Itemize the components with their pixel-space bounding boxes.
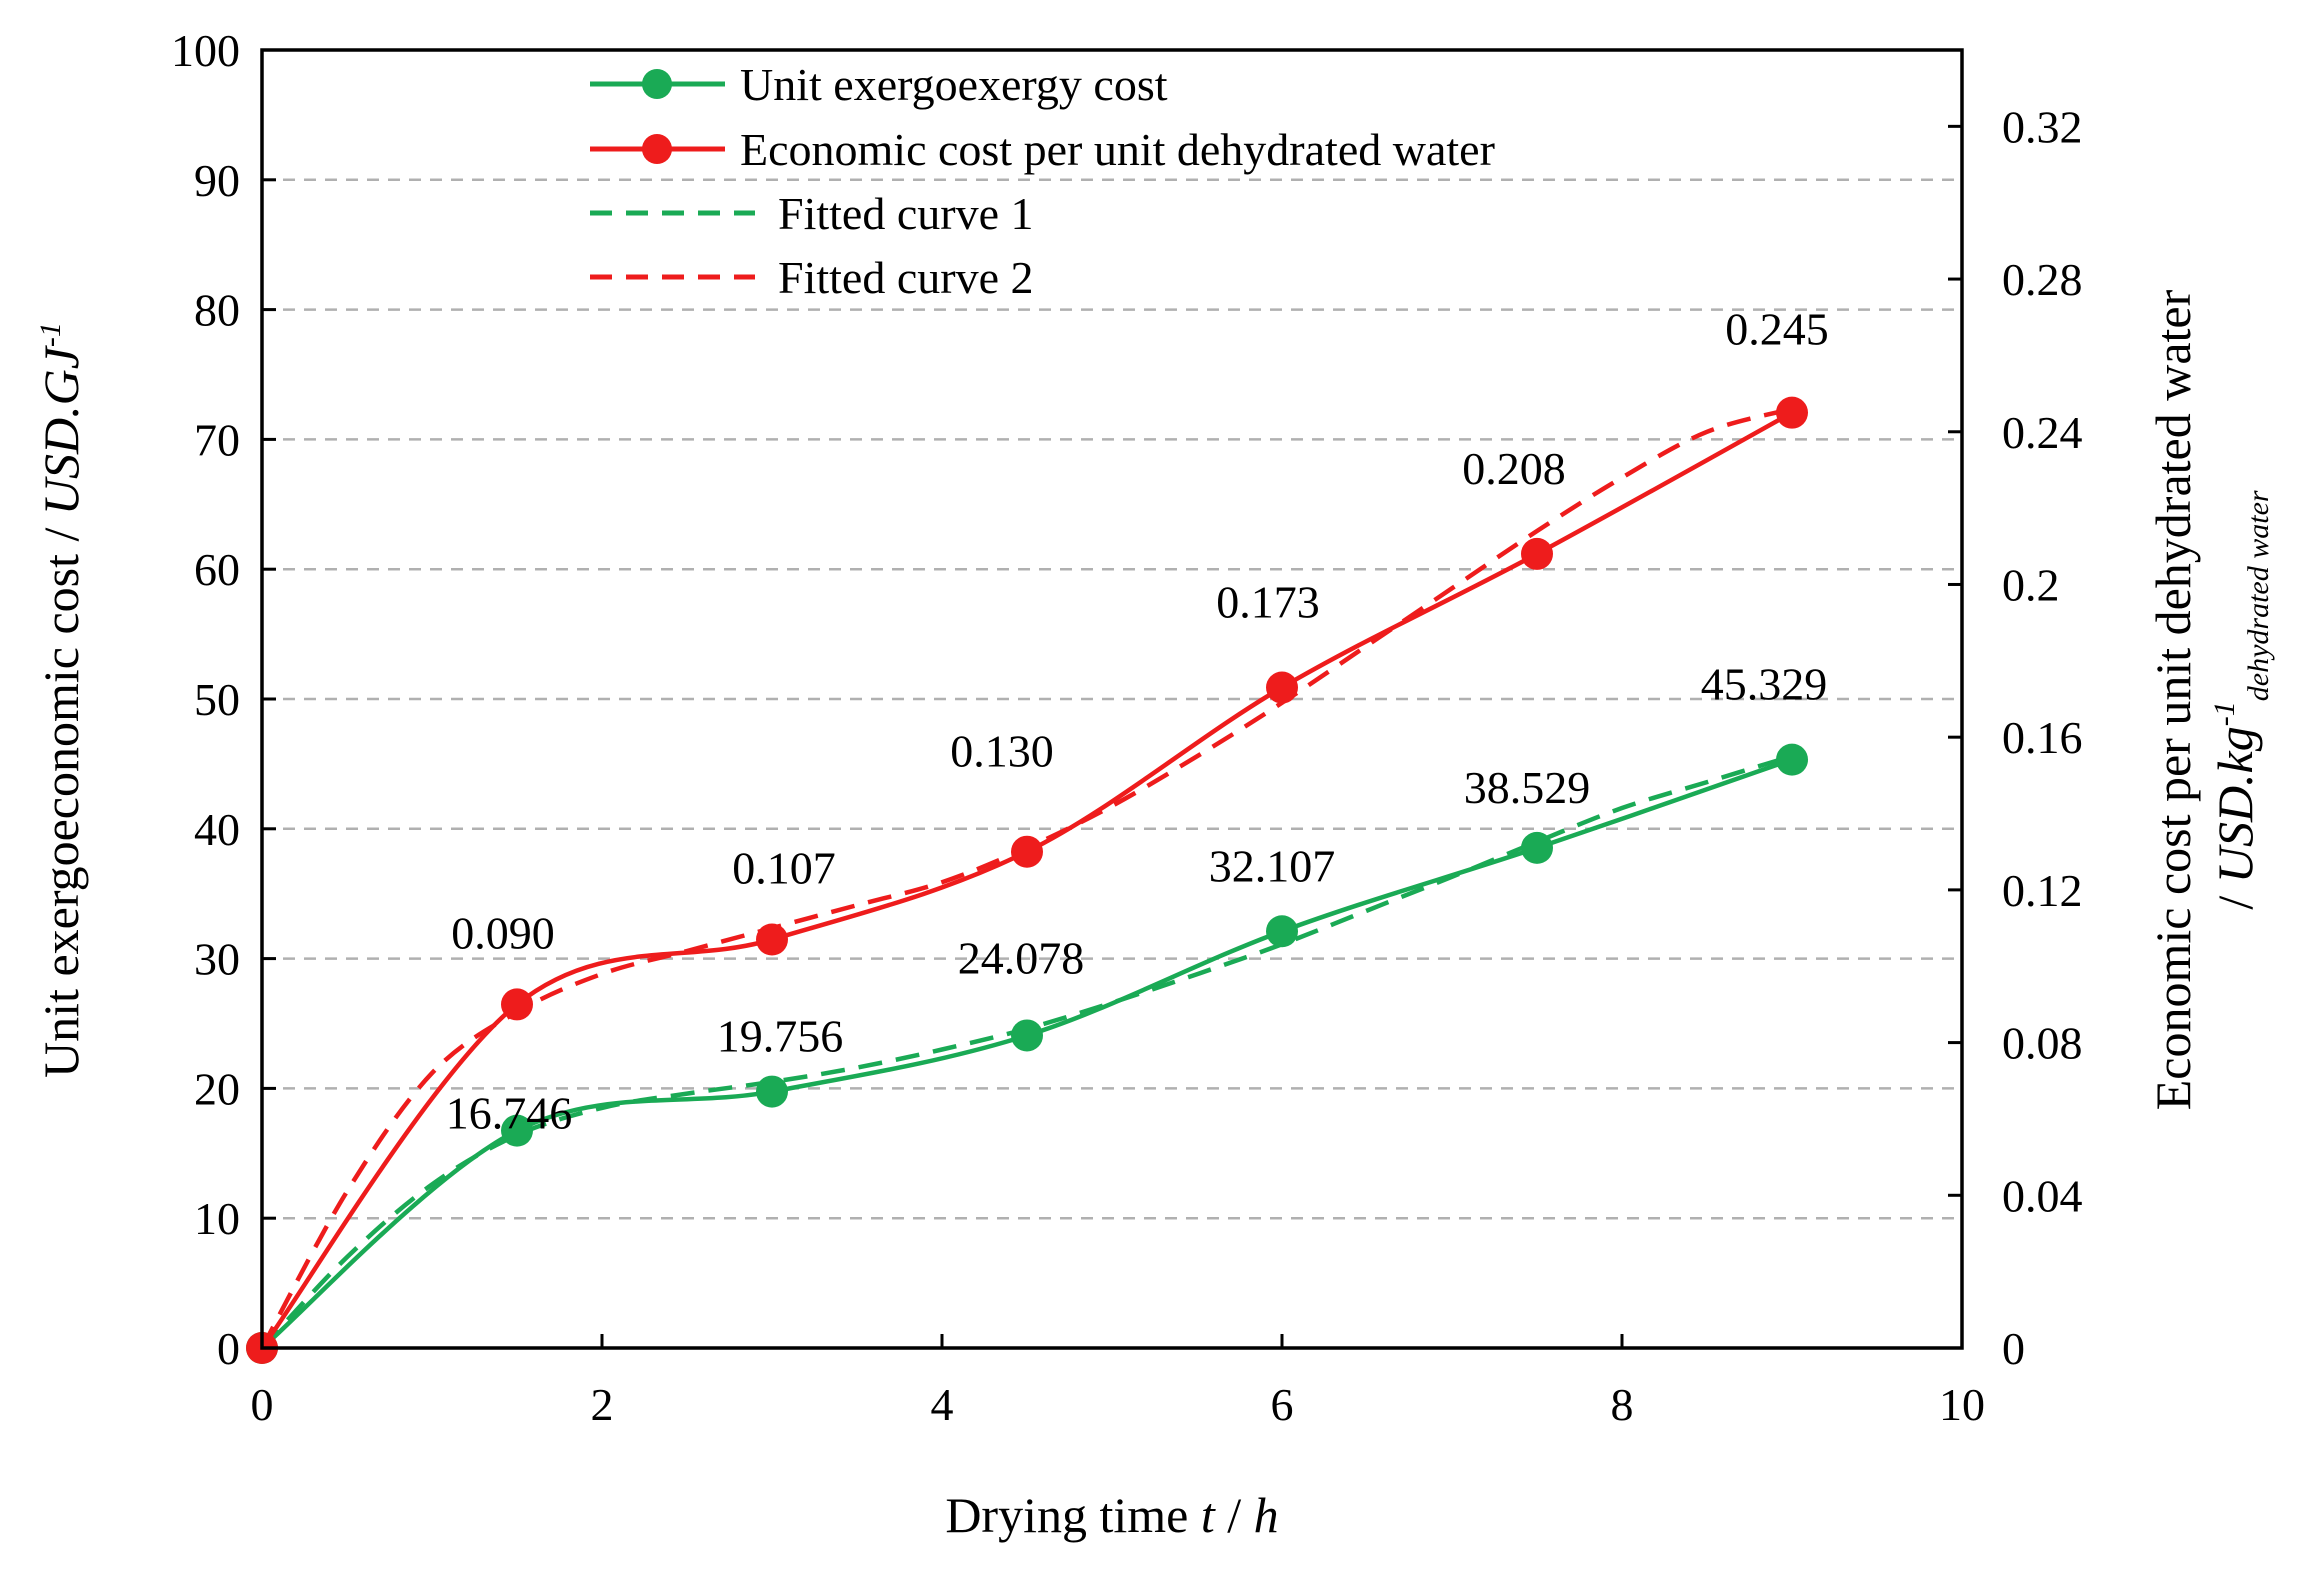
data-point-series-2 xyxy=(501,988,533,1021)
y-right-axis-title-line1: Economic cost per unit dehydrated water xyxy=(2145,289,2201,1110)
legend-label-series-2: Economic cost per unit dehydrated water xyxy=(740,124,1495,175)
legend-label-series-1: Unit exergoexergy cost xyxy=(740,59,1168,110)
data-point-series-1 xyxy=(1011,1019,1043,1052)
y-right-tick-label: 0 xyxy=(2002,1323,2025,1374)
data-point-series-1 xyxy=(756,1075,788,1108)
data-label-series-1: 24.078 xyxy=(958,932,1085,983)
data-point-series-1 xyxy=(1521,831,1553,864)
data-label-series-2: 0.208 xyxy=(1462,443,1566,494)
y-left-tick-label: 90 xyxy=(194,155,240,206)
legend-marker-green xyxy=(642,69,672,99)
data-label-series-2: 0.245 xyxy=(1725,304,1829,355)
y-right-tick-label: 0.24 xyxy=(2002,407,2083,458)
x-tick-label: 2 xyxy=(591,1379,614,1430)
y-right-tick-label: 0.2 xyxy=(2002,559,2060,610)
x-tick-label: 0 xyxy=(251,1379,274,1430)
data-point-series-1 xyxy=(1266,915,1298,948)
data-label-series-2: 0.173 xyxy=(1216,577,1320,628)
legend-item-unit-exergy-cost: Unit exergoexergy cost xyxy=(590,59,1168,110)
legend: Unit exergoexergy cost Economic cost per… xyxy=(590,59,1495,303)
ticks-layer: 010203040506070809010000.040.080.120.160… xyxy=(171,25,2083,1430)
y-left-tick-label: 0 xyxy=(217,1323,240,1374)
y-left-tick-label: 100 xyxy=(171,25,240,76)
grid-layer xyxy=(262,178,1962,1220)
legend-item-fitted-2: Fitted curve 2 xyxy=(590,252,1034,303)
y-left-tick-label: 10 xyxy=(194,1193,240,1244)
y-left-tick-label: 70 xyxy=(194,414,240,465)
data-point-series-1 xyxy=(1776,743,1808,776)
data-point-series-2 xyxy=(756,923,788,956)
data-label-series-2: 0.090 xyxy=(451,907,555,958)
y-right-tick-label: 0.08 xyxy=(2002,1018,2083,1069)
x-tick-label: 10 xyxy=(1939,1379,1985,1430)
data-point-series-2 xyxy=(1011,835,1043,868)
x-tick-label: 8 xyxy=(1611,1379,1634,1430)
y-right-tick-label: 0.32 xyxy=(2002,101,2083,152)
y-left-tick-label: 30 xyxy=(194,934,240,985)
series-line-2 xyxy=(260,410,1794,1350)
y-left-axis-title: Unit exergoeconomic cost / USD.GJ-1 xyxy=(33,322,89,1078)
data-label-series-2: 0.130 xyxy=(950,726,1054,777)
x-tick-label: 4 xyxy=(931,1379,954,1430)
y-right-tick-label: 0.04 xyxy=(2002,1170,2083,1221)
data-point-series-2 xyxy=(1266,671,1298,704)
data-label-series-2: 0.107 xyxy=(732,843,836,894)
data-labels-layer: 16.746 19.756 24.078 32.107 38.529 45.329 0.09… xyxy=(446,304,1829,1139)
data-label-series-1: 19.756 xyxy=(717,1011,844,1062)
y-left-tick-label: 20 xyxy=(194,1063,240,1114)
y-left-tick-label: 80 xyxy=(194,285,240,336)
legend-label-series-4: Fitted curve 2 xyxy=(778,252,1034,303)
data-point-series-2 xyxy=(1776,396,1808,429)
y-right-axis-title-line2: / USD.kg-1dehydrated water xyxy=(2207,490,2275,909)
x-axis-title: Drying time t / h xyxy=(945,1487,1278,1543)
data-label-series-1: 38.529 xyxy=(1464,762,1591,813)
y-right-tick-label: 0.12 xyxy=(2002,865,2083,916)
y-right-tick-label: 0.16 xyxy=(2002,712,2083,763)
legend-marker-red xyxy=(642,134,672,164)
legend-item-fitted-1: Fitted curve 1 xyxy=(590,188,1034,239)
data-label-series-1: 16.746 xyxy=(446,1088,573,1139)
data-label-series-1: 32.107 xyxy=(1209,840,1336,891)
series-line-4 xyxy=(260,406,1793,1350)
x-tick-label: 6 xyxy=(1271,1379,1294,1430)
data-point-series-2 xyxy=(1521,537,1553,570)
y-left-tick-label: 50 xyxy=(194,674,240,725)
y-left-tick-label: 40 xyxy=(194,804,240,855)
y-left-tick-label: 60 xyxy=(194,544,240,595)
data-label-series-1: 45.329 xyxy=(1701,659,1828,710)
legend-item-economic-cost: Economic cost per unit dehydrated water xyxy=(590,124,1495,175)
data-point-series-1 xyxy=(501,1114,533,1147)
legend-label-series-3: Fitted curve 1 xyxy=(778,188,1034,239)
y-right-tick-label: 0.28 xyxy=(2002,254,2083,305)
